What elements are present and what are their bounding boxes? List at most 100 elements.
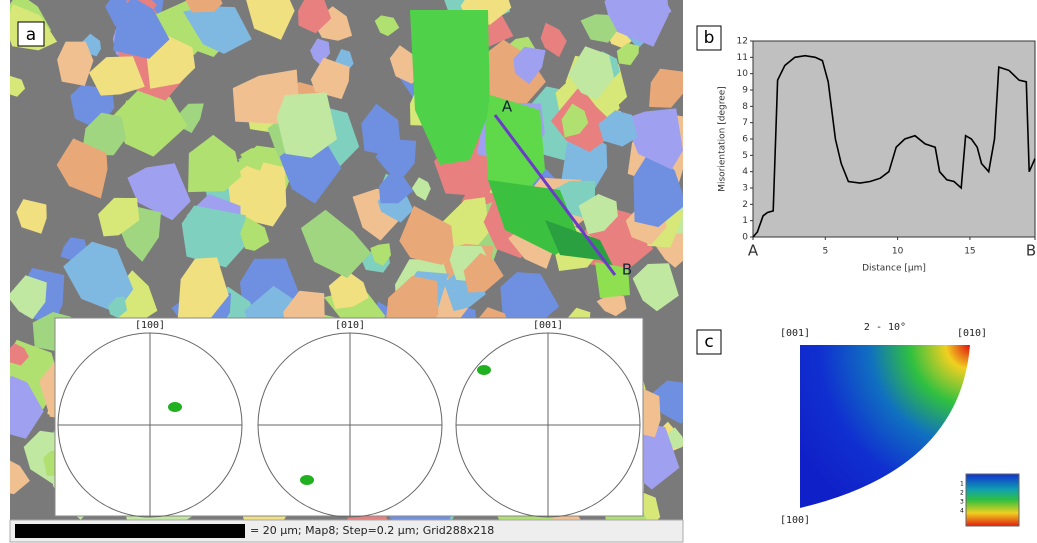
grain — [300, 209, 371, 278]
grain — [177, 257, 229, 318]
grain — [608, 0, 672, 28]
grain — [57, 41, 94, 86]
panel-label-box — [17, 21, 45, 47]
legend-tick: 4 — [960, 508, 964, 515]
grain — [310, 57, 350, 100]
grain — [651, 380, 683, 424]
grain — [10, 75, 26, 97]
y-tick-label: 8 — [742, 102, 748, 112]
legend-tick: 3 — [960, 499, 964, 506]
y-tick-label: 12 — [737, 37, 748, 47]
grain — [10, 275, 47, 320]
grain — [240, 147, 265, 171]
pole-spot — [168, 402, 182, 412]
grain — [616, 43, 639, 66]
pole-label: [010] — [335, 320, 365, 331]
y-tick-label: 3 — [742, 184, 748, 194]
inverse-pole-figure — [800, 345, 970, 508]
grain — [596, 293, 627, 317]
panel-label-box — [696, 25, 722, 51]
grain — [649, 68, 683, 108]
y-tick-label: 0 — [742, 233, 748, 243]
grain — [500, 272, 560, 329]
grain — [183, 6, 252, 54]
y-tick-label: 11 — [737, 53, 748, 63]
grain — [632, 263, 679, 312]
panel-label: a — [26, 25, 36, 45]
corner-label: [001] — [780, 328, 810, 339]
grain — [580, 14, 617, 43]
grain — [89, 56, 145, 96]
grain — [374, 15, 400, 37]
grain — [63, 241, 134, 313]
grain — [188, 134, 242, 193]
grain — [463, 252, 504, 293]
pole-figure-box — [54, 317, 644, 517]
y-axis-label: Misorientation [degree] — [718, 86, 728, 192]
grain — [513, 46, 546, 85]
grain — [119, 100, 146, 124]
y-tick-label: 7 — [742, 118, 748, 128]
panel-label-box — [696, 329, 722, 355]
grain — [410, 10, 490, 165]
x-axis-label: Distance [µm] — [862, 264, 926, 274]
grain — [240, 216, 270, 251]
grain — [578, 194, 618, 235]
grain — [633, 149, 683, 228]
grain — [561, 103, 589, 138]
y-tick-label: 10 — [737, 69, 749, 79]
grain — [227, 160, 287, 227]
y-tick-label: 6 — [742, 135, 748, 145]
grain — [328, 270, 369, 309]
grain — [246, 0, 295, 40]
grain — [370, 243, 391, 266]
panel-label: b — [704, 28, 715, 48]
grain — [98, 197, 140, 237]
ipf-title: 2 - 10° — [864, 322, 906, 333]
panel-label: c — [704, 332, 713, 352]
y-tick-label: 1 — [742, 216, 748, 226]
grain — [361, 103, 401, 155]
grain — [108, 296, 128, 318]
grain — [10, 460, 30, 495]
profile-line — [752, 54, 1036, 238]
pole-figures: [100] [010] [001] — [57, 320, 641, 518]
grain — [411, 177, 431, 201]
point-label: A — [502, 98, 513, 116]
grain — [568, 46, 615, 100]
grain — [623, 108, 683, 170]
grain — [540, 22, 567, 58]
y-tick-label: 2 — [742, 200, 748, 210]
x-tick-label: B — [1026, 242, 1036, 260]
grain — [378, 170, 414, 204]
grain — [595, 262, 630, 298]
corner-label: [010] — [957, 328, 987, 339]
grain — [10, 343, 29, 366]
x-tick-label: A — [748, 242, 759, 260]
grain — [276, 92, 337, 158]
grain — [56, 138, 108, 199]
pole-label: [100] — [135, 320, 165, 331]
scale-text: = 20 µm; Map8; Step=0.2 µm; Grid288x218 — [250, 524, 494, 537]
legend-tick: 1 — [960, 481, 964, 488]
pole-label: [001] — [533, 320, 563, 331]
pole-spot — [477, 365, 491, 375]
plot-area — [752, 40, 1036, 238]
corner-label: [100] — [780, 515, 810, 526]
grain — [10, 375, 44, 439]
x-tick-label: 15 — [964, 247, 975, 257]
grain — [16, 199, 47, 234]
y-tick-label: 4 — [742, 167, 748, 177]
scale-bar — [15, 524, 245, 538]
color-legend — [965, 473, 1020, 527]
pole-spot — [300, 475, 314, 485]
legend-tick: 2 — [960, 490, 964, 497]
grain — [185, 0, 223, 13]
grain — [399, 205, 454, 265]
y-tick-label: 5 — [742, 151, 748, 161]
grain — [298, 0, 332, 34]
grain — [181, 205, 247, 268]
grain — [545, 220, 615, 270]
